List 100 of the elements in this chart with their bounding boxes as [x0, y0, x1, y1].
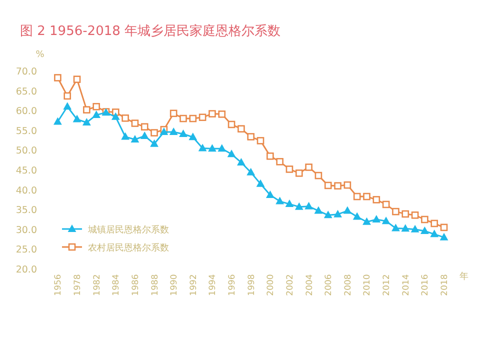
x-tick-label: 2000 [266, 274, 276, 296]
y-tick-label: 40.0 [16, 185, 37, 196]
y-tick-label: 25.0 [16, 244, 37, 256]
point [344, 181, 352, 189]
point [189, 114, 197, 122]
x-tick-label: 2010 [362, 274, 373, 296]
point [440, 224, 448, 232]
point [430, 220, 438, 228]
y-tick-label: 65.0 [16, 86, 37, 98]
x-tick-label: 2012 [382, 274, 392, 296]
x-tick-label: 1996 [228, 274, 238, 296]
point [121, 132, 130, 140]
point [314, 172, 322, 180]
point [410, 224, 420, 232]
point [92, 102, 100, 110]
point [392, 224, 400, 232]
point [305, 164, 312, 171]
point [72, 114, 82, 122]
point [430, 230, 439, 238]
legend-label: 城镇居民恩格尔系数 [87, 224, 169, 236]
point [256, 137, 264, 144]
point [208, 110, 216, 118]
point [179, 129, 188, 137]
point [92, 110, 101, 118]
legend-label: 农村居民恩格尔系数 [88, 242, 169, 254]
y-tick-label: 70.0 [16, 66, 37, 78]
point [73, 76, 81, 83]
point [286, 166, 294, 173]
point [294, 202, 304, 210]
point [314, 206, 323, 214]
x-tick-label: 2008 [343, 274, 354, 296]
point [343, 206, 352, 214]
y-tick-label: 50.0 [16, 146, 37, 157]
point [198, 144, 207, 152]
point [372, 196, 380, 204]
point [63, 102, 72, 110]
point [256, 179, 265, 187]
y-tick-label: 30.0 [16, 224, 37, 236]
point [236, 158, 246, 166]
x-tick-label: 1956 [54, 274, 64, 296]
point [188, 132, 198, 140]
point [180, 114, 187, 122]
title: 图 2 1956-2018 年城乡居民家庭恩格尔系数 [20, 24, 281, 39]
point [421, 216, 428, 224]
x-tick-label: 1978 [73, 274, 84, 296]
point [392, 208, 400, 216]
x-tick-label: 1984 [112, 274, 122, 296]
point [401, 224, 410, 232]
point [334, 182, 342, 190]
x-tick-label: 1988 [150, 274, 160, 296]
x-axis-title: 年 [460, 271, 468, 282]
point [382, 200, 390, 208]
point [238, 125, 245, 132]
point [295, 170, 303, 177]
y-axis-title: % [36, 50, 45, 60]
x-tick-label: 1986 [130, 274, 141, 296]
point [324, 182, 332, 190]
point [131, 120, 139, 127]
point [111, 112, 120, 120]
x-tick-label: 1998 [246, 274, 257, 296]
point [64, 92, 72, 100]
point [420, 226, 429, 234]
point [228, 120, 236, 128]
y-tick-label: 55.0 [16, 126, 37, 137]
x-tick-label: 2018 [440, 274, 450, 296]
point [411, 211, 419, 219]
point [334, 210, 342, 218]
point [169, 127, 178, 135]
point [266, 190, 274, 198]
point [246, 168, 256, 176]
x-tick-label: 2016 [420, 274, 431, 296]
point [140, 123, 148, 130]
point [266, 152, 274, 160]
x-tick-label: 2014 [401, 274, 412, 296]
point [440, 232, 448, 240]
point [140, 131, 149, 139]
point [54, 117, 62, 125]
point [83, 106, 90, 114]
point [363, 192, 370, 200]
point [352, 212, 362, 220]
point [150, 139, 158, 147]
point [285, 200, 294, 208]
point [276, 158, 284, 166]
x-tick-label: 1994 [208, 274, 218, 296]
x-tick-label: 1990 [170, 274, 180, 296]
y-tick-label: 45.0 [16, 166, 37, 176]
x-tick-label: 1982 [92, 274, 102, 296]
x-tick-label: 2002 [285, 274, 296, 296]
point [304, 202, 313, 210]
x-tick-label: 1992 [188, 274, 199, 296]
point [382, 216, 390, 224]
x-tick-label: 2004 [304, 274, 315, 296]
point [82, 118, 91, 126]
point [247, 133, 254, 140]
point [170, 110, 178, 118]
point [402, 210, 410, 218]
point [218, 144, 226, 152]
point [324, 210, 332, 218]
point [130, 135, 140, 143]
point [150, 129, 158, 136]
